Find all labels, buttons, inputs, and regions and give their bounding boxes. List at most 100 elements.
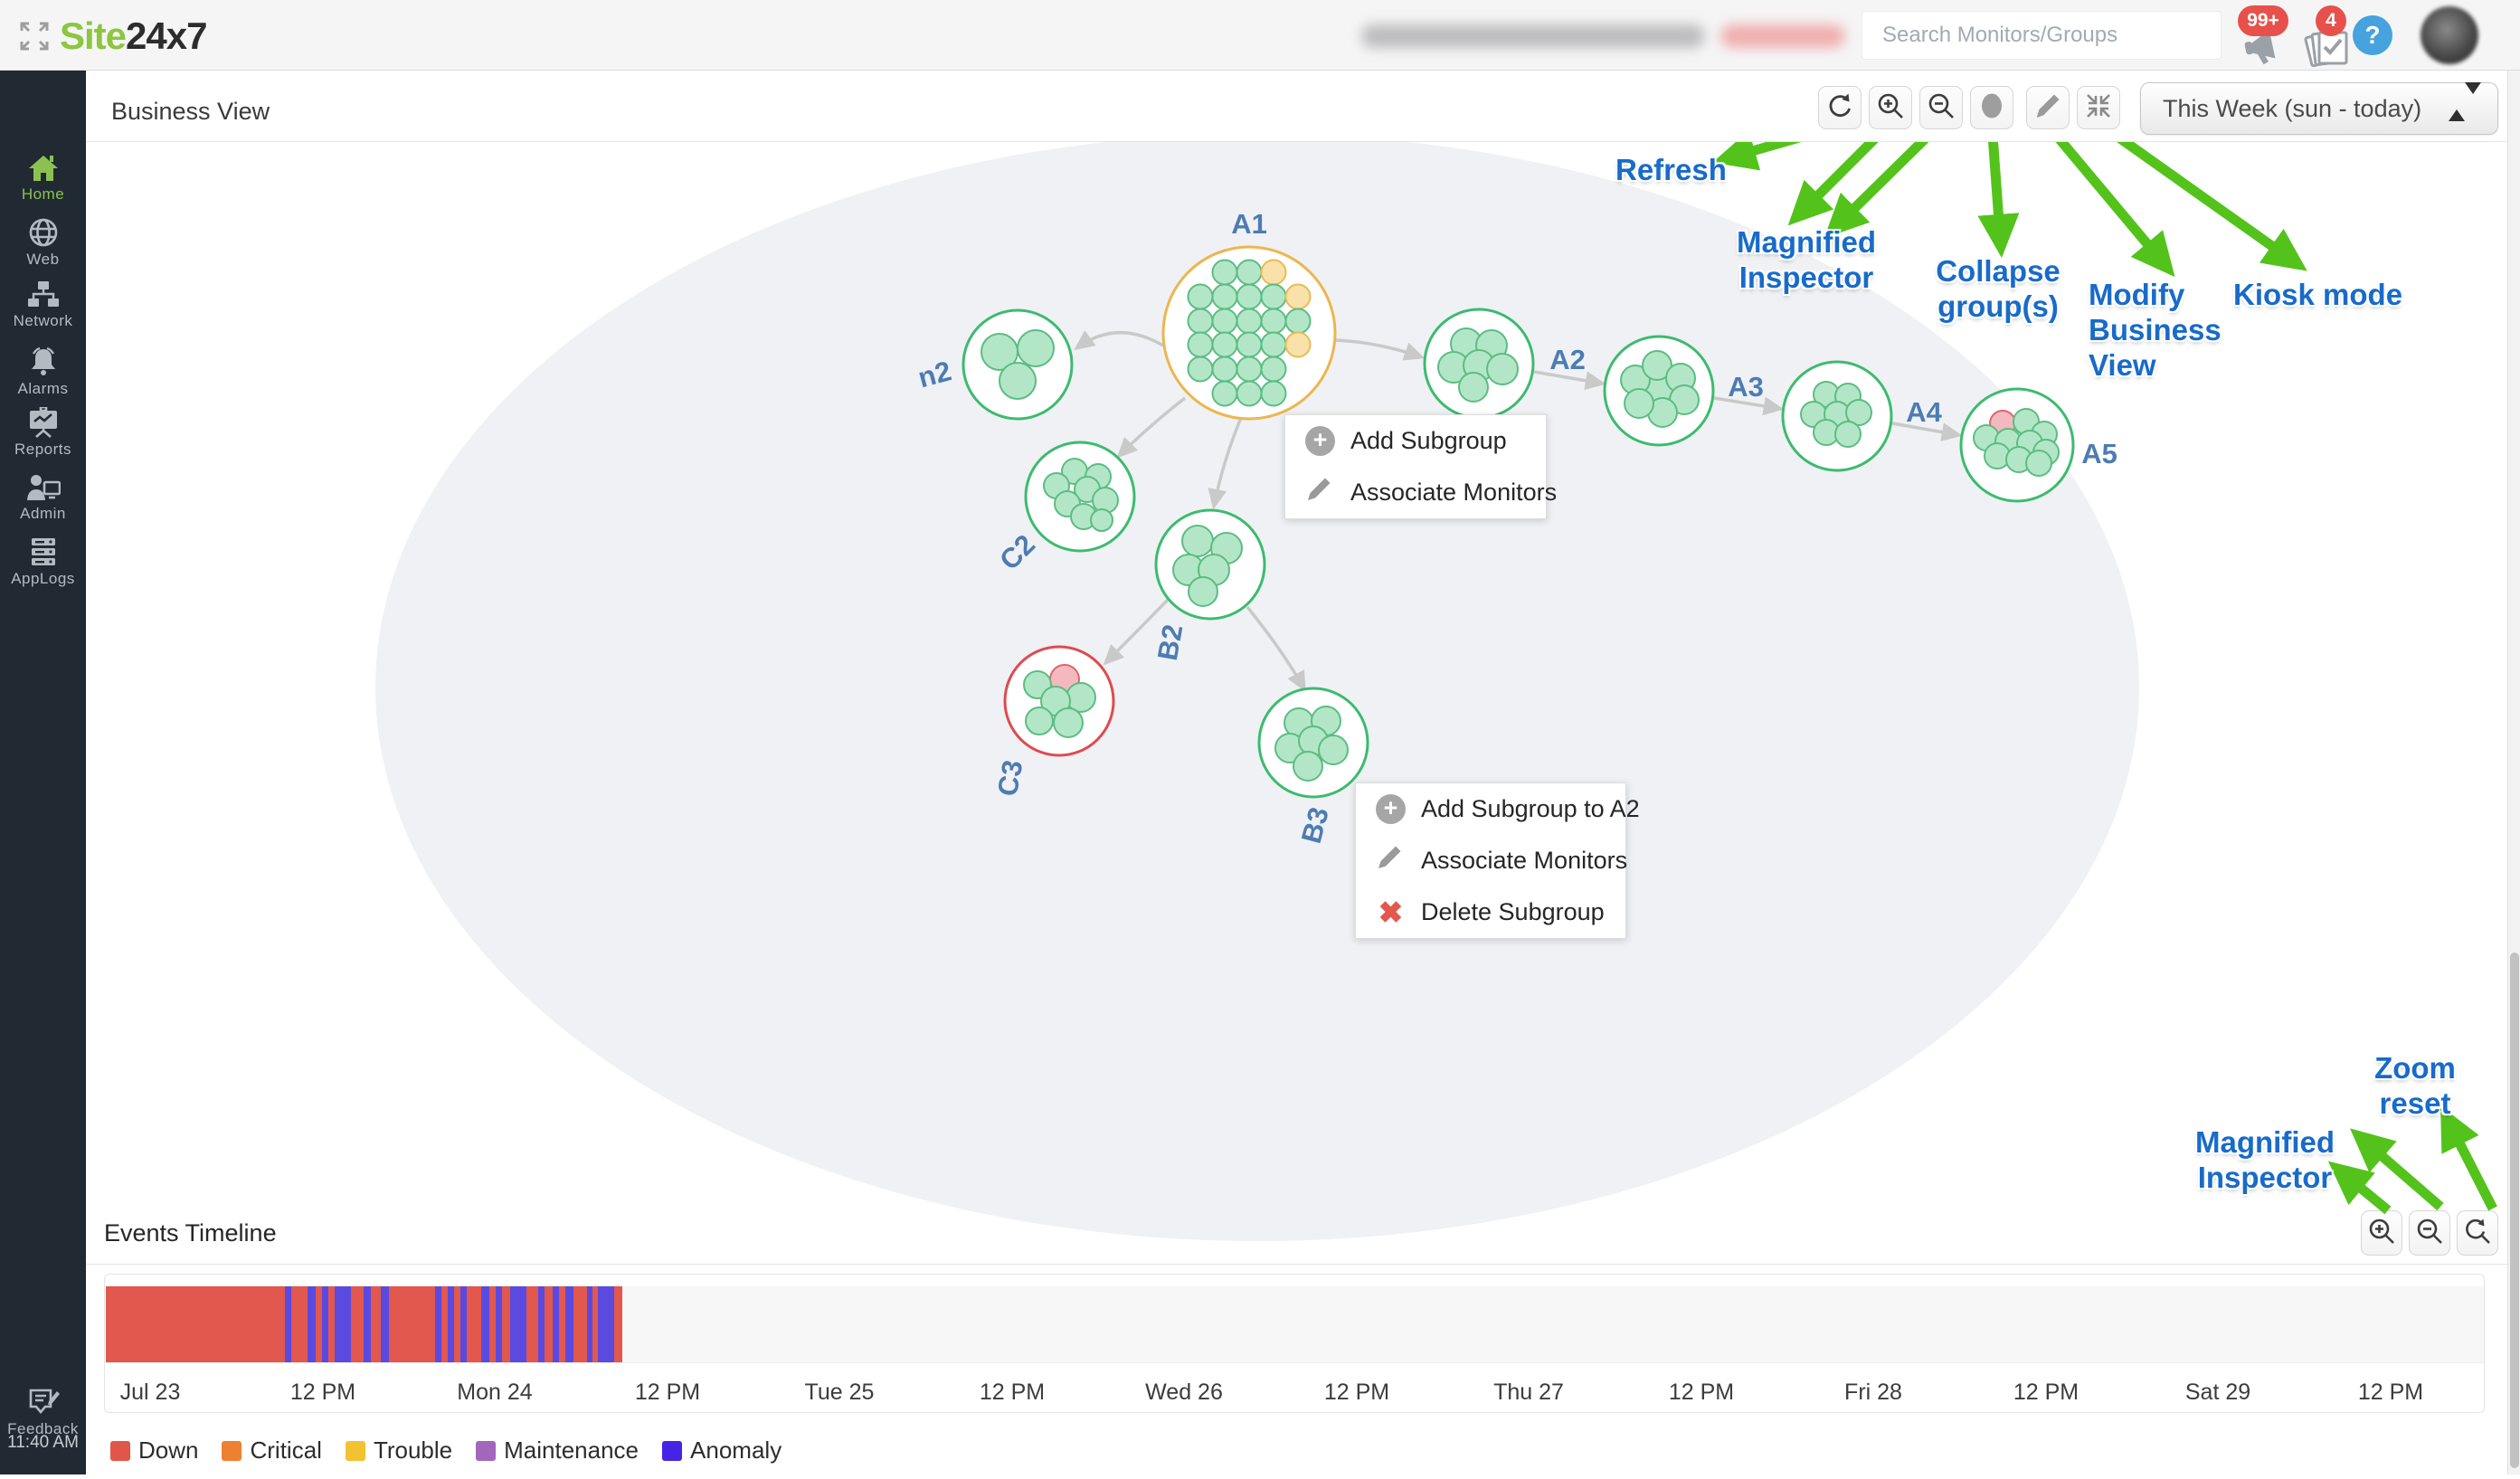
legend-label: Critical	[250, 1436, 322, 1464]
menu-item-label: Add Subgroup	[1350, 427, 1507, 454]
timeline-zoom-reset-button[interactable]	[2457, 1210, 2498, 1256]
event-segment-anomaly	[321, 1286, 328, 1362]
page-title: Business View	[111, 98, 270, 125]
sidebar-item-applogs[interactable]: AppLogs	[0, 536, 86, 588]
sidebar-item-web[interactable]: Web	[0, 217, 86, 269]
axis-tick: Jul 23	[119, 1379, 181, 1405]
sidebar-item-feedback[interactable]: Feedback	[0, 1387, 86, 1438]
legend-swatch	[662, 1440, 683, 1461]
axis-tick: Thu 27	[1493, 1379, 1564, 1405]
sidebar-item-home[interactable]: Home	[0, 154, 86, 204]
axis-tick: Fri 28	[1844, 1379, 1902, 1405]
event-segment-down	[453, 1286, 460, 1362]
annotation-label-magnified-inspector-top: Magnified Inspector	[1737, 225, 1876, 294]
event-segment-none	[621, 1286, 2485, 1362]
sidebar-item-label: AppLogs	[11, 570, 75, 587]
timeline-zoom-in-button[interactable]	[2361, 1210, 2402, 1256]
network-icon	[0, 280, 86, 309]
vertical-scrollbar[interactable]	[2507, 71, 2520, 1474]
scrollbar-thumb[interactable]	[2510, 953, 2519, 1468]
menu-item-label: Associate Monitors	[1421, 847, 1628, 874]
legend-label: Maintenance	[504, 1436, 639, 1464]
axis-tick: 12 PM	[2013, 1379, 2079, 1405]
annotation-label-collapse-groups: Collapse group(s)	[1936, 254, 2061, 323]
sidebar-item-reports[interactable]: Reports	[0, 407, 86, 459]
event-segment-anomaly	[307, 1286, 316, 1362]
zoom-reset-icon	[2463, 1217, 2492, 1250]
collapse-groups-button[interactable]	[1970, 86, 2013, 129]
sidebar-clock: 11:40 AM	[7, 1433, 79, 1452]
sidebar-item-label: Feedback	[7, 1420, 79, 1437]
expand-icon[interactable]	[18, 20, 51, 52]
events-band[interactable]	[106, 1286, 2485, 1363]
events-timeline-chart[interactable]: Jul 23 12 PM Mon 24 12 PM Tue 25 12 PM Wed 26 1…	[104, 1274, 2485, 1413]
event-segment-down	[441, 1286, 448, 1362]
site24x7-logo[interactable]: Site24x7	[60, 14, 207, 57]
sidebar-item-network[interactable]: Network	[0, 280, 86, 330]
sidebar-item-label: Admin	[20, 505, 66, 522]
annotation-label-refresh: Refresh	[1615, 153, 1727, 186]
page-header: Business View This Week (sun - today)	[86, 71, 2520, 142]
menu-item-add-subgroup-to-a2[interactable]: + Add Subgroup to A2	[1356, 783, 1640, 835]
avatar[interactable]	[2421, 6, 2478, 64]
event-segment-down	[501, 1286, 510, 1362]
annotation-label-modify-business-view: Modify Business View	[2089, 278, 2222, 382]
sidebar-item-alarms[interactable]: Alarms	[0, 346, 86, 398]
zoom-in-icon	[2367, 1217, 2396, 1250]
annotation-label-kiosk-mode: Kiosk mode	[2233, 278, 2403, 311]
event-segment-down	[350, 1286, 364, 1362]
annotation-label-magnified-inspector-bottom: Magnified Inspector	[2195, 1125, 2335, 1194]
time-range-select[interactable]: This Week (sun - today)	[2140, 82, 2498, 135]
axis-tick: 12 PM	[634, 1379, 701, 1405]
axis-tick: 12 PM	[979, 1379, 1046, 1405]
event-segment-down	[558, 1286, 565, 1362]
event-segment-anomaly	[459, 1286, 467, 1362]
zoom-out-button[interactable]	[1919, 86, 1963, 129]
event-segment-anomaly	[434, 1286, 441, 1362]
event-segment-anomaly	[564, 1286, 573, 1362]
menu-item-add-subgroup[interactable]: + Add Subgroup	[1285, 415, 1546, 467]
zoom-out-icon	[2415, 1217, 2444, 1250]
timeline-legend: Down Critical Trouble Maintenance Anomaly	[110, 1436, 782, 1465]
event-segment-down	[327, 1286, 335, 1362]
menu-item-associate-monitors[interactable]: Associate Monitors	[1356, 835, 1628, 886]
zoom-out-icon	[1927, 91, 1956, 125]
zoom-in-button[interactable]	[1869, 86, 1912, 129]
menu-item-delete-subgroup[interactable]: ✖ Delete Subgroup	[1356, 886, 1625, 938]
event-segment-down	[592, 1286, 598, 1362]
event-segment-anomaly	[509, 1286, 526, 1362]
search-input[interactable]	[1862, 12, 2221, 59]
add-icon: +	[1305, 426, 1335, 456]
menu-item-associate-monitors[interactable]: Associate Monitors	[1285, 467, 1557, 518]
announcements-icon[interactable]	[2243, 24, 2290, 65]
kiosk-button[interactable]	[2077, 86, 2120, 129]
event-segment-anomaly	[495, 1286, 502, 1362]
search-box	[1862, 11, 2222, 60]
axis-tick: 12 PM	[289, 1379, 356, 1405]
events-timeline-title: Events Timeline	[104, 1219, 277, 1247]
chart-board-icon	[0, 407, 86, 438]
timeline-zoom-out-button[interactable]	[2409, 1210, 2450, 1256]
axis-tick: Tue 25	[804, 1379, 875, 1405]
event-segment-anomaly	[480, 1286, 489, 1362]
help-icon[interactable]: ?	[2353, 15, 2392, 55]
tasks-badge[interactable]: 4	[2316, 5, 2346, 36]
event-segment-anomaly	[380, 1286, 389, 1362]
event-segment-anomaly	[586, 1286, 592, 1362]
event-segment-anomaly	[537, 1286, 545, 1362]
notifications-badge[interactable]: 99+	[2238, 5, 2288, 36]
axis-tick: 12 PM	[1668, 1379, 1735, 1405]
kiosk-icon	[2084, 91, 2113, 125]
admin-icon	[0, 473, 86, 502]
refresh-button[interactable]	[1818, 86, 1862, 129]
sidebar-item-label: Network	[13, 312, 73, 329]
select-spinner-icon	[2449, 82, 2481, 121]
legend-swatch	[110, 1440, 130, 1461]
edit-button[interactable]	[2026, 86, 2070, 129]
event-segment-down	[613, 1286, 622, 1362]
menu-item-label: Add Subgroup to A2	[1421, 795, 1640, 822]
sidebar-item-label: Reports	[14, 441, 72, 458]
event-segment-down	[573, 1286, 587, 1362]
refresh-icon	[1825, 91, 1854, 125]
sidebar-item-admin[interactable]: Admin	[0, 473, 86, 523]
